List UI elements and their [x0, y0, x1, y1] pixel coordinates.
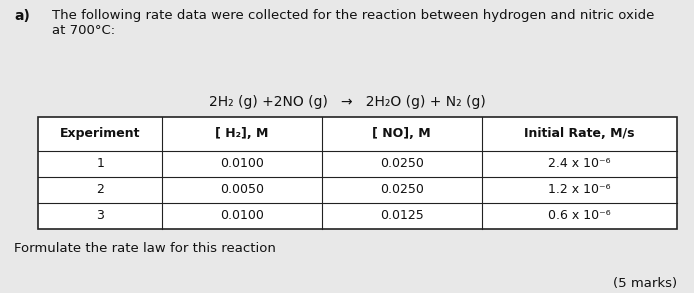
Text: 0.0050: 0.0050 — [220, 183, 264, 196]
Text: 0.0250: 0.0250 — [380, 183, 423, 196]
Text: (5 marks): (5 marks) — [613, 277, 677, 290]
Text: 1.2 x 10⁻⁶: 1.2 x 10⁻⁶ — [548, 183, 610, 196]
Text: 0.6 x 10⁻⁶: 0.6 x 10⁻⁶ — [548, 209, 611, 222]
Text: 2: 2 — [96, 183, 104, 196]
Text: a): a) — [14, 9, 30, 23]
Text: Initial Rate, M/s: Initial Rate, M/s — [524, 127, 634, 140]
Text: 1: 1 — [96, 157, 104, 170]
Text: [ H₂], M: [ H₂], M — [215, 127, 269, 140]
Text: 2.4 x 10⁻⁶: 2.4 x 10⁻⁶ — [548, 157, 610, 170]
Text: 0.0100: 0.0100 — [220, 157, 264, 170]
Text: 0.0250: 0.0250 — [380, 157, 423, 170]
Text: [ NO], M: [ NO], M — [373, 127, 431, 140]
Text: 0.0125: 0.0125 — [380, 209, 423, 222]
Text: The following rate data were collected for the reaction between hydrogen and nit: The following rate data were collected f… — [52, 9, 654, 37]
Text: Formulate the rate law for this reaction: Formulate the rate law for this reaction — [14, 242, 276, 255]
Text: Experiment: Experiment — [60, 127, 140, 140]
Text: 0.0100: 0.0100 — [220, 209, 264, 222]
Text: 3: 3 — [96, 209, 104, 222]
Text: 2H₂ (g) +2NO (g)   →   2H₂O (g) + N₂ (g): 2H₂ (g) +2NO (g) → 2H₂O (g) + N₂ (g) — [209, 95, 485, 109]
